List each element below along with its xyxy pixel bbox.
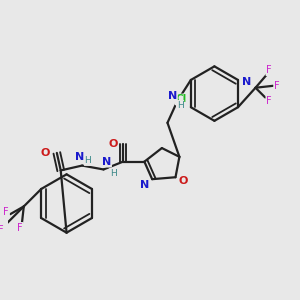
Text: N: N — [140, 180, 149, 190]
Text: H: H — [177, 101, 184, 110]
Text: H: H — [85, 156, 91, 165]
Text: F: F — [17, 223, 23, 233]
Text: F: F — [274, 81, 280, 91]
Text: Cl: Cl — [176, 94, 187, 104]
Text: N: N — [168, 91, 177, 100]
Text: N: N — [242, 77, 251, 87]
Text: N: N — [75, 152, 84, 162]
Text: F: F — [266, 65, 272, 75]
Text: O: O — [109, 139, 118, 149]
Text: O: O — [178, 176, 188, 186]
Text: H: H — [110, 169, 117, 178]
Text: O: O — [40, 148, 50, 158]
Text: N: N — [102, 157, 111, 167]
Text: F: F — [266, 96, 272, 106]
Text: F: F — [4, 207, 9, 217]
Text: F: F — [0, 225, 3, 235]
